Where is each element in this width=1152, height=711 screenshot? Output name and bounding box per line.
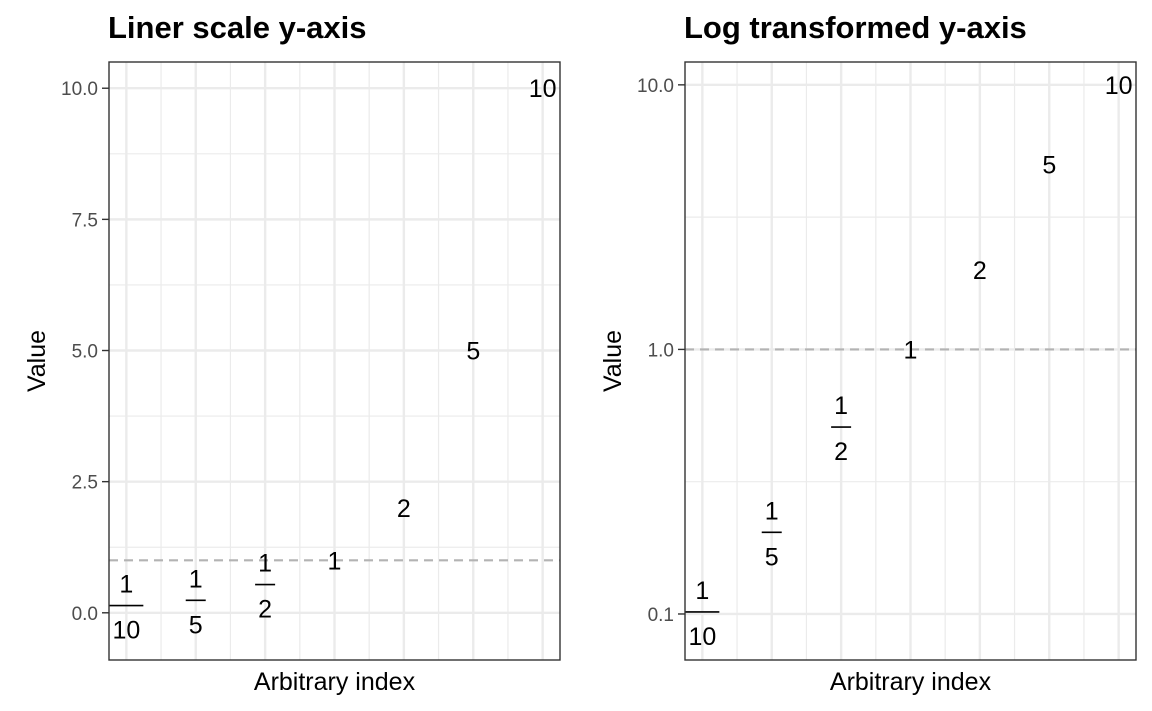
fraction-denominator: 10 <box>112 617 140 645</box>
point-label: 5 <box>466 338 480 366</box>
y-tick-label: 0.0 <box>72 604 98 625</box>
fraction-numerator: 1 <box>258 550 272 578</box>
y-axis: 0.0 2.5 5.0 7.5 10.0 <box>61 79 109 625</box>
fraction-label: 1 10 <box>685 577 720 651</box>
y-tick-label: 1.0 <box>648 340 674 361</box>
y-axis-label: Value <box>23 330 51 392</box>
y-tick-label: 0.1 <box>648 605 674 626</box>
point-label: 2 <box>973 257 987 285</box>
gridlines <box>109 62 560 660</box>
chart-title: Liner scale y-axis <box>108 10 367 45</box>
y-tick-label: 10.0 <box>637 76 674 97</box>
fraction-denominator: 2 <box>258 596 272 624</box>
plot-frame <box>684 61 1137 661</box>
fraction-denominator: 5 <box>189 611 203 639</box>
chart-title: Log transformed y-axis <box>684 10 1027 45</box>
fraction-numerator: 1 <box>695 577 709 605</box>
fraction-denominator: 2 <box>834 438 848 466</box>
gridlines <box>685 62 1136 660</box>
fraction-numerator: 1 <box>834 392 848 420</box>
fraction-denominator: 5 <box>765 543 779 571</box>
y-tick-label: 2.5 <box>72 473 98 494</box>
fraction-label: 12 <box>831 392 852 466</box>
point-label: 2 <box>397 495 411 523</box>
x-axis-label: Arbitrary index <box>254 668 416 696</box>
point-label: 1 <box>904 336 918 364</box>
y-axis: 0.1 1.0 10.0 <box>637 76 685 626</box>
y-axis-label: Value <box>599 330 627 392</box>
fraction-numerator: 1 <box>765 497 779 525</box>
fraction-numerator: 1 <box>119 571 133 599</box>
y-tick-label: 10.0 <box>61 79 98 100</box>
point-label: 1 <box>328 547 342 575</box>
point-label: 10 <box>529 75 557 103</box>
fraction-label: 12 <box>255 550 276 624</box>
y-tick-label: 7.5 <box>72 210 98 231</box>
point-label: 5 <box>1042 151 1056 179</box>
fraction-label: 1 10 <box>109 571 144 645</box>
x-axis-label: Arbitrary index <box>830 668 992 696</box>
plot-frame <box>108 61 561 661</box>
fraction-denominator: 10 <box>688 623 716 651</box>
y-tick-label: 5.0 <box>72 342 98 363</box>
fraction-label: 15 <box>761 497 782 571</box>
fraction-numerator: 1 <box>189 565 203 593</box>
fraction-label: 15 <box>185 565 206 639</box>
point-label: 10 <box>1105 72 1133 100</box>
